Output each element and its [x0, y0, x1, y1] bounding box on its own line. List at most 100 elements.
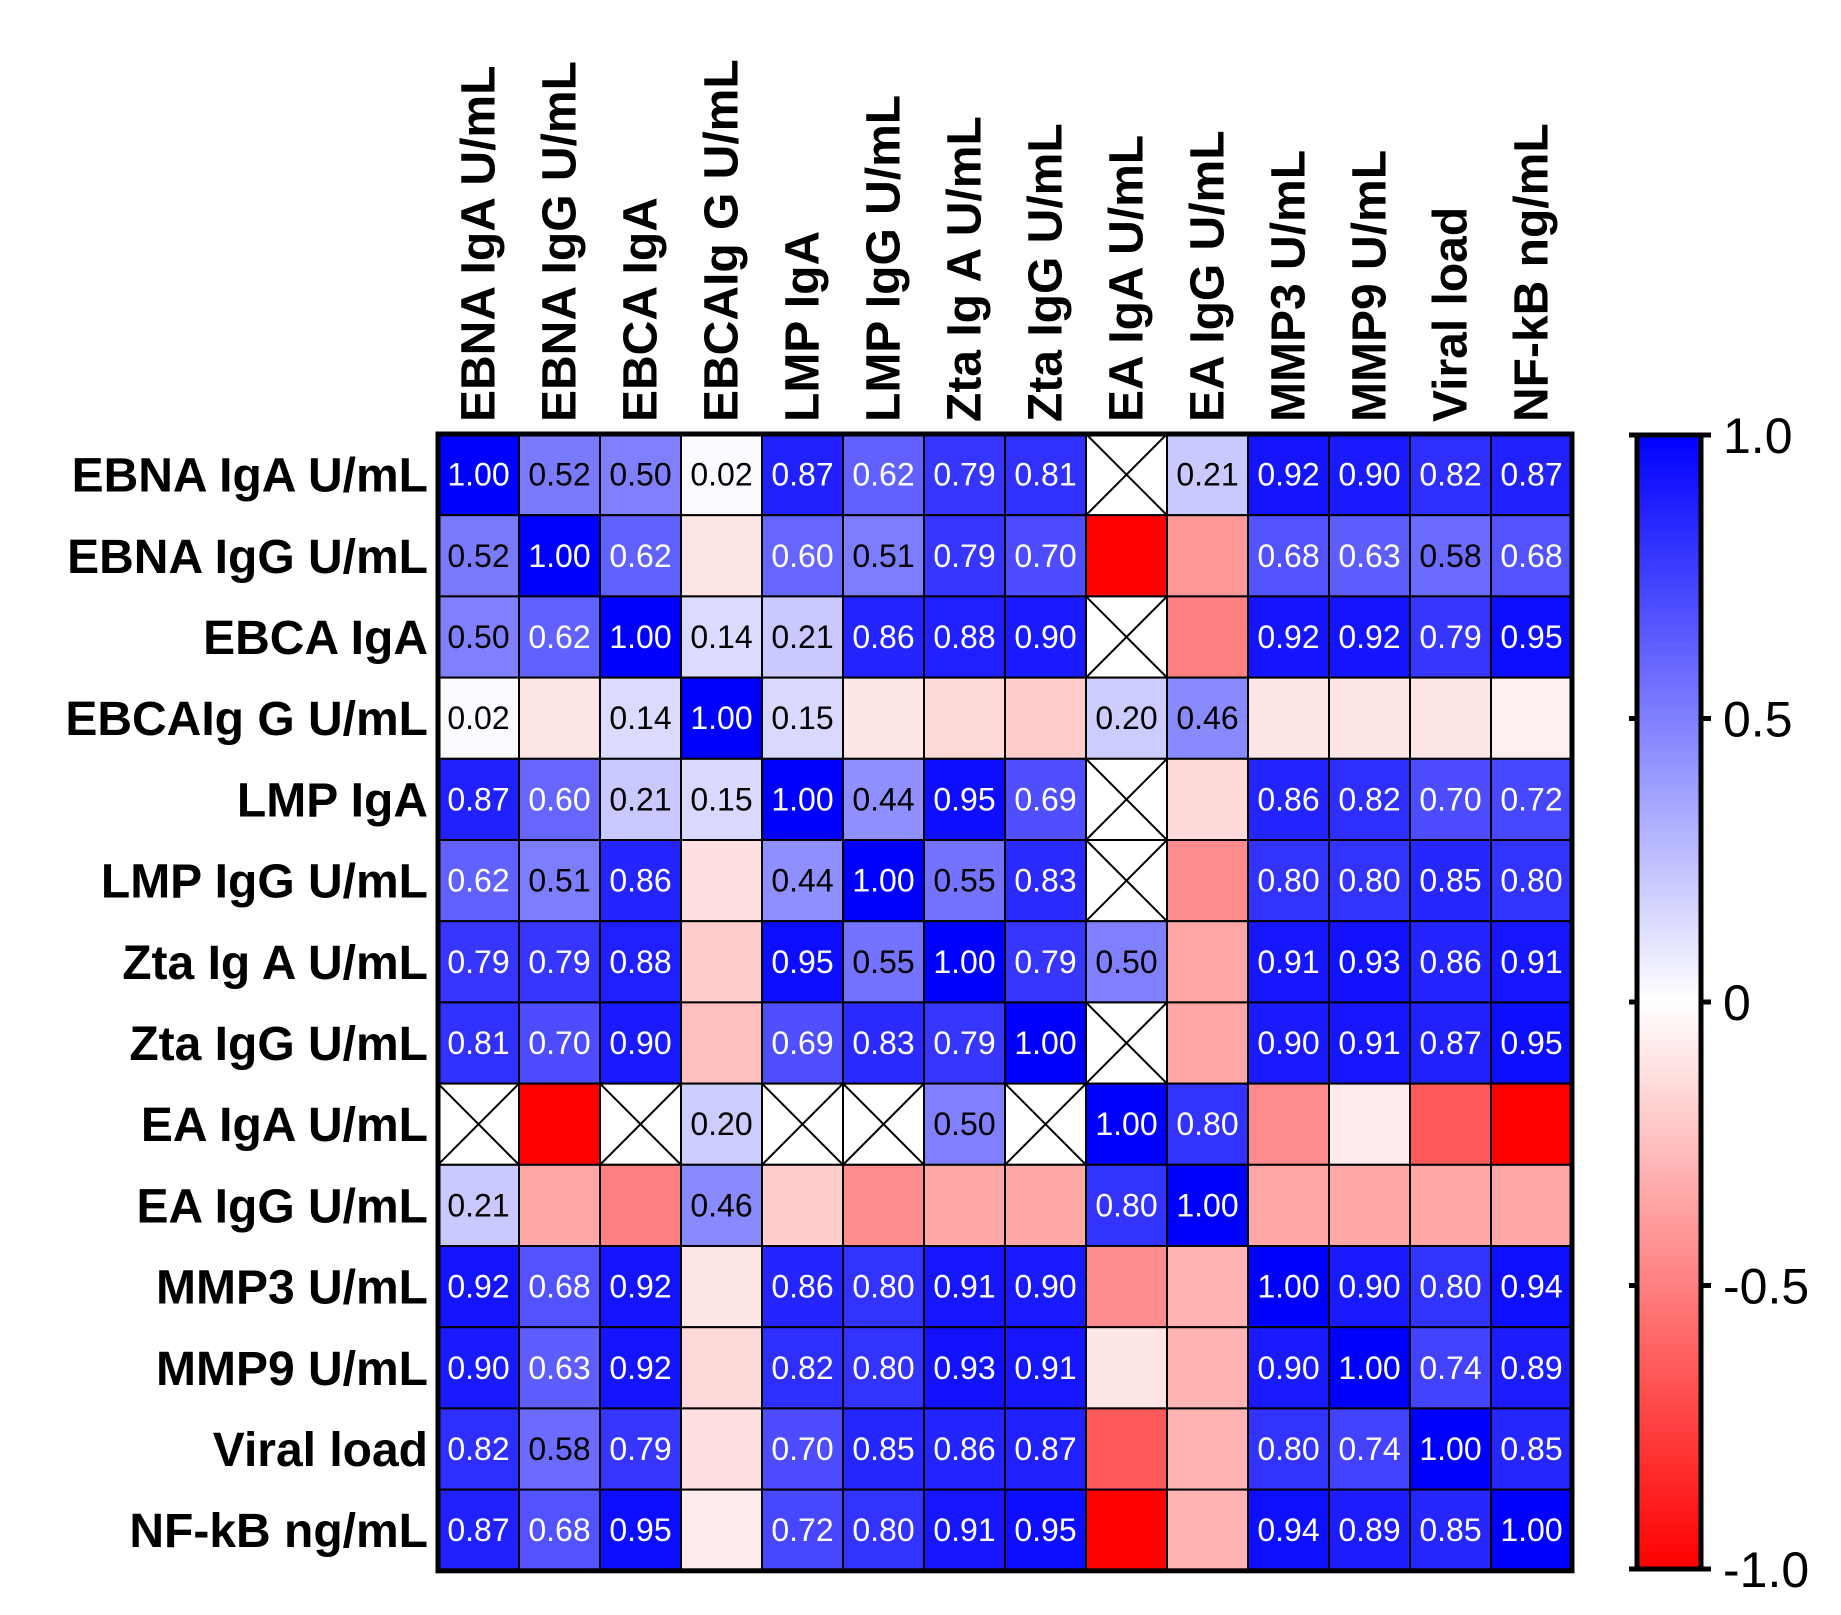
cell-value-label: 0.80 — [1257, 863, 1319, 899]
heatmap-cell — [1166, 1001, 1249, 1085]
heatmap-cell: 0.50 — [599, 433, 682, 517]
column-label-viral-load: Viral load — [1425, 207, 1478, 422]
cell-rect — [599, 1245, 682, 1329]
cell-rect — [518, 595, 601, 679]
cell-value-label: 0.85 — [852, 1431, 914, 1467]
cell-value-label: 0.51 — [528, 863, 590, 899]
cell-value-label: 0.21 — [609, 781, 671, 817]
heatmap-cell: 1.00 — [1409, 1407, 1492, 1491]
heatmap-cell — [1409, 1163, 1492, 1248]
cell-rect — [923, 839, 1006, 923]
row-label-ebna-igg-u-ml: EBNA IgG U/mL — [67, 531, 428, 584]
cell-rect — [1004, 676, 1087, 760]
row-label-ea-igg-u-ml: EA IgG U/mL — [136, 1180, 428, 1233]
cell-rect — [923, 676, 1006, 760]
cell-value-label: 0.86 — [771, 1269, 833, 1305]
cell-value-label: 0.52 — [447, 538, 509, 574]
cell-rect — [761, 1001, 844, 1085]
cell-value-label: 0.87 — [447, 1512, 509, 1548]
heatmap-cell: 0.88 — [599, 920, 682, 1004]
cell-value-label: 0.50 — [1095, 944, 1157, 980]
cell-value-label: 0.21 — [771, 619, 833, 655]
heatmap-cell: 0.92 — [1247, 595, 1330, 679]
heatmap-cell: 0.86 — [923, 1407, 1006, 1491]
cell-rect — [842, 839, 925, 923]
cell-value-label: 0.72 — [1500, 781, 1562, 817]
heatmap-cell: 0.52 — [518, 433, 601, 517]
cell-rect — [599, 757, 682, 841]
missing-cross — [599, 1082, 682, 1166]
colorbar-gradient — [1634, 432, 1704, 1572]
cell-value-label: 0.81 — [1014, 457, 1076, 493]
heatmap-cell — [680, 1326, 763, 1410]
cell-value-label: 0.95 — [1500, 1025, 1562, 1061]
heatmap-cell: 0.80 — [1085, 1163, 1168, 1248]
cell-value-label: 0.79 — [933, 457, 995, 493]
heatmap-cell — [680, 839, 763, 923]
cell-rect — [1328, 1163, 1411, 1248]
heatmap-cell — [1085, 514, 1168, 598]
heatmap-cell: 0.62 — [437, 839, 520, 923]
cell-rect — [518, 920, 601, 1004]
heatmap-cell: 0.68 — [518, 1488, 601, 1572]
cell-rect — [1328, 757, 1411, 841]
heatmap-cell: 0.72 — [761, 1488, 844, 1572]
heatmap-cell: 0.60 — [761, 514, 844, 598]
row-label-mmp9-u-ml: MMP9 U/mL — [156, 1343, 428, 1396]
heatmap-cell: 0.70 — [761, 1407, 844, 1491]
heatmap-cell: 0.68 — [1247, 514, 1330, 598]
heatmap-cell: 0.87 — [1490, 433, 1573, 517]
colorbar-tick-label: 0 — [1723, 975, 1751, 1031]
cell-value-label: 0.79 — [609, 1431, 671, 1467]
heatmap-cell: 0.79 — [923, 1001, 1006, 1085]
column-label-ebca-iga: EBCA IgA — [615, 197, 668, 422]
heatmap-cell — [842, 1163, 925, 1248]
column-label-ebna-iga-u-ml: EBNA IgA U/mL — [453, 66, 506, 422]
heatmap-cell: 0.86 — [599, 839, 682, 923]
heatmap-cell: 0.80 — [842, 1245, 925, 1329]
heatmap-cell — [680, 514, 763, 598]
heatmap-cell: 0.15 — [680, 757, 763, 841]
heatmap-cell — [1085, 757, 1168, 841]
heatmap-cell: 0.91 — [1004, 1326, 1087, 1410]
cell-value-label: 0.95 — [1500, 619, 1562, 655]
cell-value-label: 1.00 — [1419, 1431, 1481, 1467]
heatmap-cell: 1.00 — [923, 920, 1006, 1004]
heatmap-cell: 0.90 — [1328, 433, 1411, 517]
cell-value-label: 0.82 — [771, 1350, 833, 1386]
missing-cross — [842, 1082, 925, 1166]
cell-value-label: 0.21 — [1176, 457, 1238, 493]
heatmap-cell: 1.00 — [599, 595, 682, 679]
cell-value-label: 0.90 — [1257, 1350, 1319, 1386]
cell-rect — [1004, 433, 1087, 517]
cell-rect — [842, 920, 925, 1004]
heatmap-cell: 0.90 — [1004, 1245, 1087, 1329]
row-label-lmp-iga: LMP IgA — [237, 774, 428, 827]
cell-value-label: 1.00 — [771, 781, 833, 817]
cell-value-label: 0.69 — [771, 1025, 833, 1061]
heatmap-cell: 0.63 — [1328, 514, 1411, 598]
cell-value-label: 0.68 — [1500, 538, 1562, 574]
cell-value-label: 0.44 — [852, 781, 914, 817]
heatmap-cell: 0.80 — [1328, 839, 1411, 923]
heatmap-cell — [518, 1082, 601, 1166]
cell-value-label: 0.62 — [852, 457, 914, 493]
cell-value-label: 0.46 — [690, 1187, 752, 1223]
cell-rect — [1409, 514, 1492, 598]
heatmap-cell — [1166, 1245, 1249, 1329]
cell-rect — [1085, 514, 1168, 598]
heatmap-cell: 0.46 — [1166, 676, 1249, 760]
heatmap-cell: 0.87 — [1004, 1407, 1087, 1491]
cell-rect — [1409, 1326, 1492, 1410]
cell-value-label: 1.00 — [1095, 1106, 1157, 1142]
cell-rect — [518, 1407, 601, 1491]
cell-value-label: 0.50 — [933, 1106, 995, 1142]
row-label-zta-ig-a-u-ml: Zta Ig A U/mL — [122, 937, 428, 990]
cell-rect — [1490, 1488, 1573, 1572]
cell-value-label: 0.88 — [609, 944, 671, 980]
heatmap-cell: 0.93 — [1328, 920, 1411, 1004]
cell-rect — [923, 514, 1006, 598]
heatmap-cell — [1409, 676, 1492, 760]
heatmap-cell: 0.90 — [1247, 1001, 1330, 1085]
missing-cross — [1085, 595, 1168, 679]
